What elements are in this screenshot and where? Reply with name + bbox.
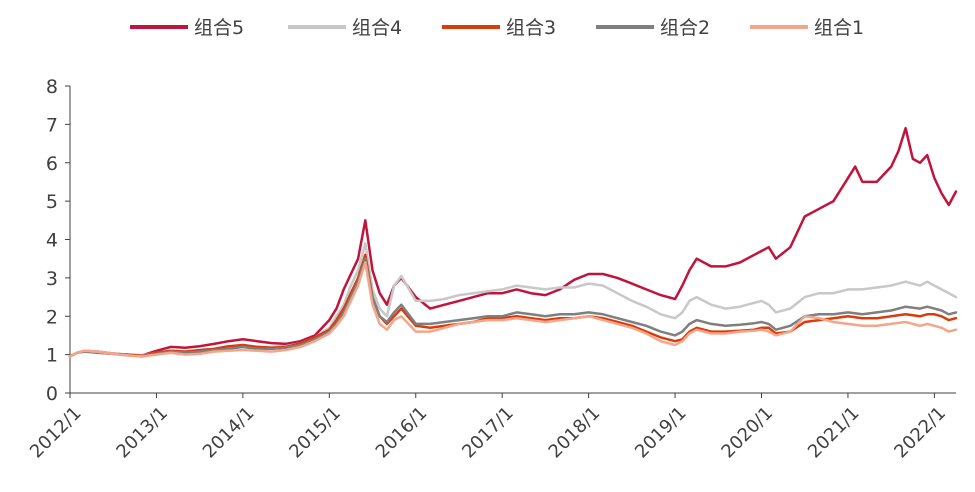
- x-tick-label: 2016/1: [372, 403, 432, 463]
- y-tick-label: 2: [46, 306, 58, 328]
- x-tick-label: 2021/1: [804, 403, 864, 463]
- series-line-1: [68, 126, 958, 358]
- x-tick-label: 2015/1: [285, 403, 345, 463]
- series-line-4: [68, 257, 958, 358]
- y-tick-label: 0: [46, 383, 58, 405]
- y-tick-label: 6: [46, 153, 58, 175]
- legend: 组合5 组合4 组合3 组合2 组合1: [130, 17, 864, 39]
- x-tick-label: 2017/1: [458, 403, 518, 463]
- y-tick-label: 4: [46, 230, 58, 252]
- x-tick-label: 2014/1: [199, 403, 259, 463]
- x-tick-label: 2019/1: [631, 403, 691, 463]
- legend-label: 组合1: [814, 17, 864, 39]
- series-line-3: [68, 253, 958, 358]
- y-tick-label: 8: [46, 76, 58, 98]
- x-tick-label: 2022/1: [890, 403, 950, 463]
- series-line-2: [68, 242, 958, 358]
- x-tick-label: 2013/1: [112, 403, 172, 463]
- series-line-5: [68, 261, 958, 358]
- x-tick-label: 2018/1: [545, 403, 605, 463]
- y-tick-label: 1: [46, 345, 58, 367]
- y-tick-label: 7: [46, 114, 58, 136]
- y-tick-label: 3: [46, 268, 58, 290]
- legend-label: 组合2: [660, 17, 710, 39]
- series-layer: [68, 126, 958, 358]
- legend-label: 组合4: [352, 17, 402, 39]
- legend-label: 组合3: [506, 17, 556, 39]
- x-tick-label: 2012/1: [26, 403, 86, 463]
- axes: 0 1 2 3 4 5 6 7 8 2012/1 2013/1 2014/1 2015/1 2016/1 2…: [26, 76, 956, 462]
- y-tick-label: 5: [46, 191, 58, 213]
- legend-label: 组合5: [194, 17, 244, 39]
- x-tick-label: 2020/1: [717, 403, 777, 463]
